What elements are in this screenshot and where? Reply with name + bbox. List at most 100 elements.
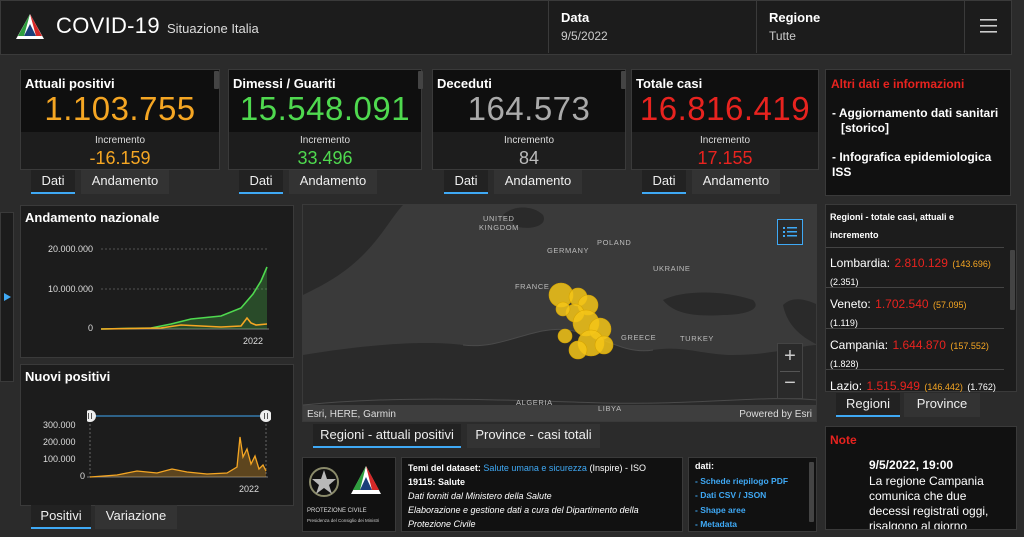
stat-label: Deceduti	[437, 76, 492, 91]
link-schede-pdf[interactable]: - Schede riepilogo PDF	[695, 476, 789, 486]
region-current: (146.442)	[924, 382, 963, 392]
region-total: 1.644.870	[892, 338, 946, 352]
tab-dati-guariti[interactable]: Dati	[239, 170, 283, 194]
tab-regioni-attuali-positivi[interactable]: Regioni - attuali positivi	[313, 424, 461, 448]
date-value: 9/5/2022	[561, 29, 608, 43]
region-selector[interactable]: Regione Tutte	[756, 0, 963, 53]
stat-card-deceduti: Deceduti 164.573 Incremento 84	[432, 69, 626, 170]
region-name: Lazio:	[830, 379, 863, 393]
tab-andamento-totale[interactable]: Andamento	[692, 170, 780, 194]
andamento-chart	[101, 248, 269, 330]
stat-increment-label: Incremento	[503, 135, 555, 146]
tab-andamento-attuali[interactable]: Andamento	[81, 170, 169, 194]
dataset-info-panel: Temi del dataset: Salute umana e sicurez…	[401, 457, 683, 532]
zoom-in-button[interactable]: +	[784, 345, 796, 367]
x-tick-label: 2022	[243, 336, 264, 346]
region-item-lombardia[interactable]: Lombardia: 2.810.129 (143.696) (2.351)	[830, 254, 1008, 290]
protezione-civile-icon	[351, 466, 381, 494]
link-aggiornamento[interactable]: - Aggiornamento dati sanitari	[832, 106, 999, 120]
legend-toggle-button[interactable]	[777, 219, 803, 245]
tab-dati-totale[interactable]: Dati	[642, 170, 686, 194]
region-bubbles[interactable]	[548, 282, 614, 360]
region-label: Regione	[769, 10, 821, 25]
region-increment: (1.828)	[830, 359, 859, 369]
date-selector[interactable]: Data 9/5/2022	[548, 0, 755, 53]
region-item-campania[interactable]: Campania: 1.644.870 (157.552) (1.828)	[830, 336, 1008, 372]
stat-increment-label: Incremento	[94, 135, 146, 146]
regions-title-2: incremento	[830, 230, 879, 240]
region-increment: (1.119)	[830, 318, 858, 328]
link-iss[interactable]: ISS	[832, 165, 852, 179]
y-tick-label: 200.000	[43, 437, 76, 447]
scrollbar-thumb[interactable]	[809, 462, 814, 522]
tab-dati-attuali[interactable]: Dati	[31, 170, 75, 194]
note-date: 9/5/2022, 19:00	[869, 458, 954, 472]
temi-link[interactable]: Salute umana e sicurezza	[483, 463, 587, 473]
stat-increment-value: 17.155	[697, 148, 753, 168]
tab-variazione[interactable]: Variazione	[95, 505, 177, 529]
stat-increment-box: Incremento 84	[433, 132, 625, 169]
nuovi-positivi-panel: Nuovi positivi 300.000 200.000 100.000 0…	[20, 364, 294, 506]
map-basemap: UNITED KINGDOM POLAND GERMANY UKRAINE FR…	[303, 205, 816, 421]
stat-card-attuali-positivi: Attuali positivi 1.103.755 Incremento -1…	[20, 69, 220, 170]
map-view[interactable]: UNITED KINGDOM POLAND GERMANY UKRAINE FR…	[302, 204, 817, 422]
region-name: Campania:	[830, 338, 889, 352]
region-item-veneto[interactable]: Veneto: 1.702.540 (57.095) (1.119)	[830, 295, 1008, 331]
stat-increment-box: Incremento 33.496	[229, 132, 421, 169]
tab-province-casi-totali[interactable]: Province - casi totali	[467, 424, 600, 448]
stat-value: 164.573	[467, 90, 591, 127]
regions-title-1: Regioni - totale casi, attuali e	[830, 212, 955, 222]
map-label-france: FRANCE	[515, 282, 549, 291]
y-tick-label: 0	[80, 471, 86, 481]
scrollbar-thumb[interactable]	[1010, 250, 1015, 310]
side-panel-toggle[interactable]	[0, 212, 14, 382]
region-current: (57.095)	[933, 300, 967, 310]
stat-increment-value: 84	[518, 148, 540, 168]
stat-increment-box: Incremento -16.159	[21, 132, 219, 169]
stat-increment-value: 33.496	[297, 148, 353, 168]
link-dati-csv-json[interactable]: - Dati CSV / JSON	[695, 490, 767, 500]
regions-panel: Regioni - totale casi, attuali e increme…	[825, 204, 1017, 395]
scrollbar-thumb[interactable]	[418, 71, 423, 89]
region-current: (157.552)	[950, 341, 989, 351]
region-name: Lombardia:	[830, 256, 891, 270]
note-title: Note	[830, 433, 857, 447]
link-shape-aree[interactable]: - Shape aree	[695, 505, 746, 515]
stat-value: 15.548.091	[239, 90, 411, 127]
link-infografica[interactable]: - Infografica epidemiologica	[832, 150, 992, 164]
tab-andamento-guariti[interactable]: Andamento	[289, 170, 377, 194]
nuovi-positivi-chart	[87, 410, 271, 478]
other-info-panel: Altri dati e informazioni - Aggiornament…	[825, 69, 1011, 196]
zoom-out-button[interactable]: −	[784, 372, 796, 394]
scrollbar-thumb[interactable]	[621, 71, 626, 89]
stat-value: 1.103.755	[44, 90, 196, 127]
stat-increment-value: -16.159	[89, 148, 151, 168]
italian-emblem-icon	[309, 467, 339, 497]
tab-province[interactable]: Province	[904, 393, 980, 417]
y-tick-label: 0	[87, 323, 93, 333]
link-metadata[interactable]: - Metadata	[695, 519, 738, 529]
hamburger-menu-icon	[980, 19, 997, 33]
tab-andamento-deceduti[interactable]: Andamento	[494, 170, 582, 194]
tab-dati-deceduti[interactable]: Dati	[444, 170, 488, 194]
note-line: La regione Campania	[869, 474, 984, 488]
map-powered-by[interactable]: Powered by Esri	[739, 409, 812, 420]
tab-positivi[interactable]: Positivi	[31, 505, 91, 529]
note-panel: Note 9/5/2022, 19:00 La regione Campania…	[825, 426, 1017, 530]
app-subtitle: Situazione Italia	[167, 21, 259, 36]
scrollbar-thumb[interactable]	[214, 71, 219, 89]
region-total: 1.702.540	[875, 297, 929, 311]
region-current: (143.696)	[952, 259, 991, 269]
range-handle-right[interactable]	[260, 410, 271, 422]
map-label-germany: GERMANY	[547, 246, 589, 255]
stat-label: Totale casi	[636, 76, 703, 91]
menu-button[interactable]	[964, 0, 1011, 53]
map-label-turkey: TURKEY	[680, 334, 714, 343]
tab-regioni[interactable]: Regioni	[836, 393, 900, 417]
stat-card-dimessi-guariti: Dimessi / Guariti 15.548.091 Incremento …	[228, 69, 422, 170]
link-storico[interactable]: [storico]	[841, 121, 889, 135]
region-item-lazio[interactable]: Lazio: 1.515.949 (146.442) (1.762)	[830, 377, 1016, 395]
other-info-title: Altri dati e informazioni	[831, 77, 965, 91]
map-label-greece: GREECE	[621, 333, 656, 342]
stat-increment-box: Incremento 17.155	[632, 132, 818, 169]
